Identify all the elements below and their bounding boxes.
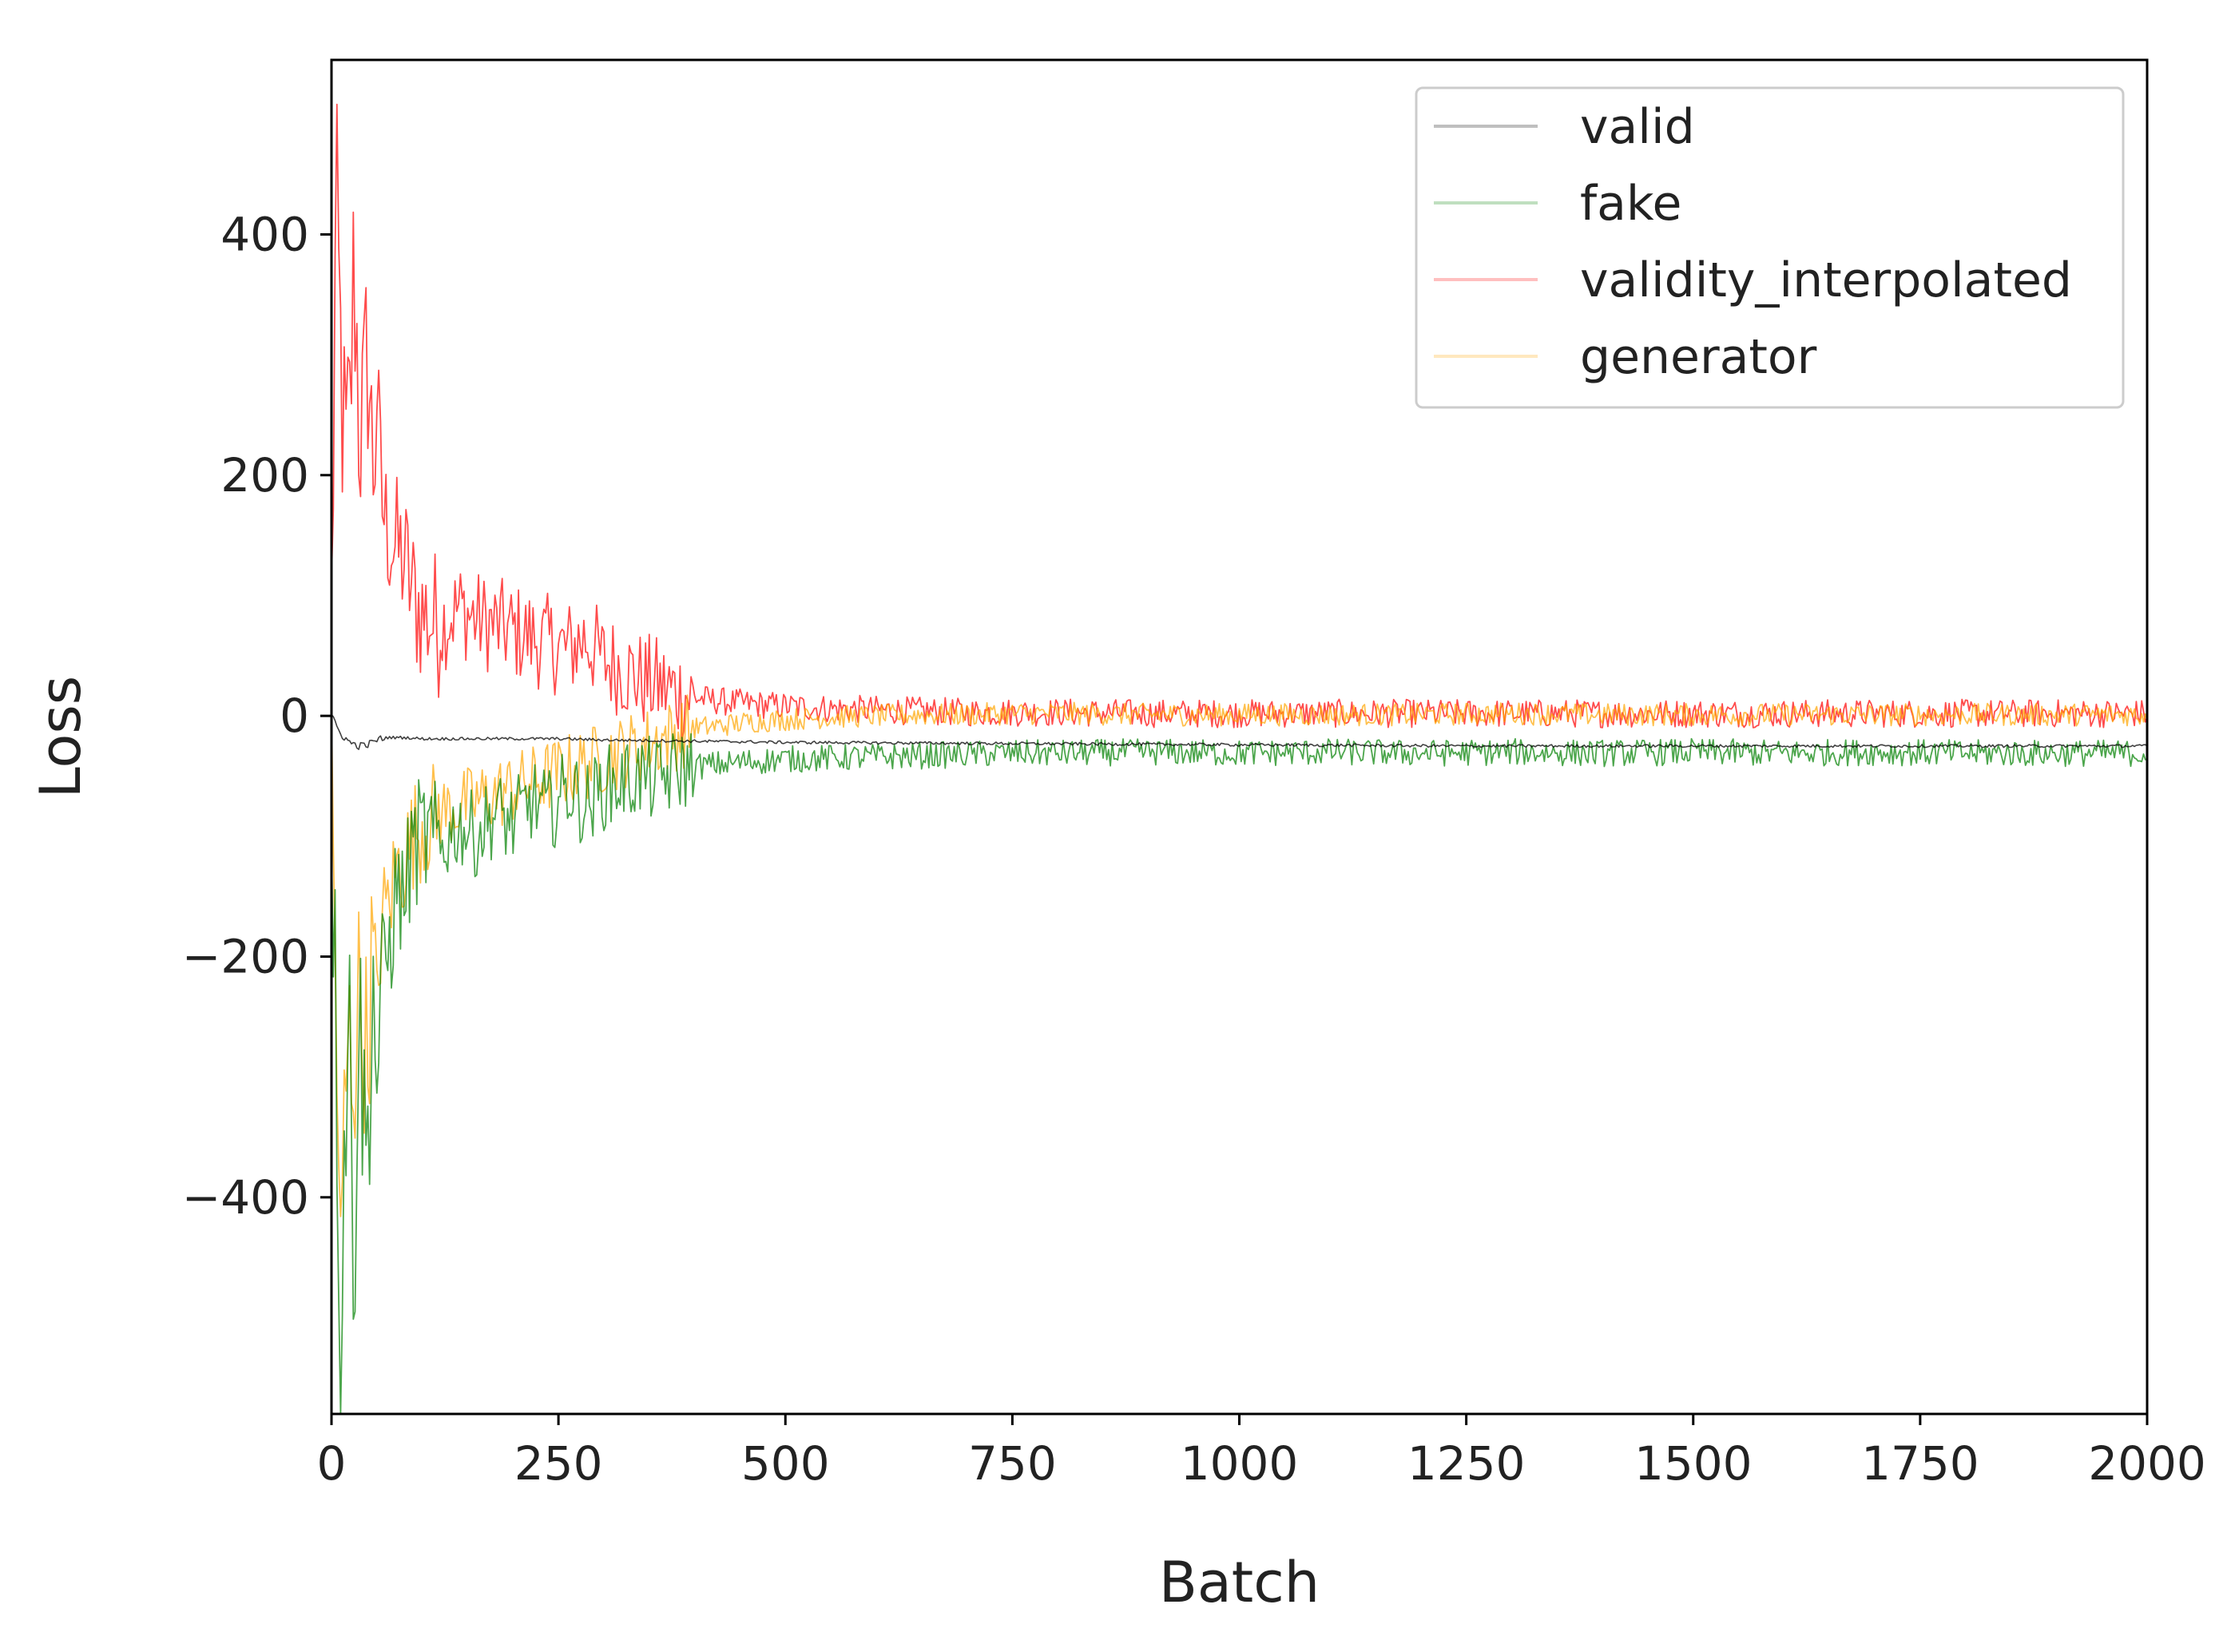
legend-label-validity-interpolated: validity_interpolated <box>1580 252 2072 308</box>
series-line-valid <box>331 713 2148 750</box>
x-tick-label: 1750 <box>1861 1436 1979 1491</box>
x-tick-label: 0 <box>317 1436 347 1491</box>
y-tick-label: 0 <box>280 689 309 743</box>
ticks-layer: 0 250 500 750 1000 1250 1500 1750 20004002000−20… <box>182 207 2206 1491</box>
x-axis-label: Batch <box>1159 1550 1320 1615</box>
y-tick-label: −400 <box>182 1170 309 1225</box>
x-tick-label: 1000 <box>1181 1436 1299 1491</box>
legend-label-fake: fake <box>1580 176 1681 232</box>
x-tick-label: 1250 <box>1407 1436 1526 1491</box>
legend-box <box>1415 86 2125 409</box>
legend: valid fake validity_interpolated generator <box>1415 86 2125 409</box>
x-tick-label: 2000 <box>2088 1436 2206 1491</box>
y-tick-label: −200 <box>182 929 309 983</box>
series-line-generator <box>331 694 2148 1217</box>
legend-label-generator: generator <box>1580 329 1817 385</box>
x-tick-label: 250 <box>514 1436 603 1491</box>
series-line-fake <box>331 733 2148 1415</box>
x-tick-label: 500 <box>741 1436 830 1491</box>
legend-label-valid: valid <box>1580 99 1695 155</box>
y-tick-label: 400 <box>220 207 309 261</box>
series-layer <box>331 103 2148 1415</box>
x-tick-label: 1500 <box>1634 1436 1753 1491</box>
y-tick-label: 200 <box>220 448 309 502</box>
y-axis-label: Loss <box>28 676 93 799</box>
x-tick-label: 750 <box>968 1436 1057 1491</box>
